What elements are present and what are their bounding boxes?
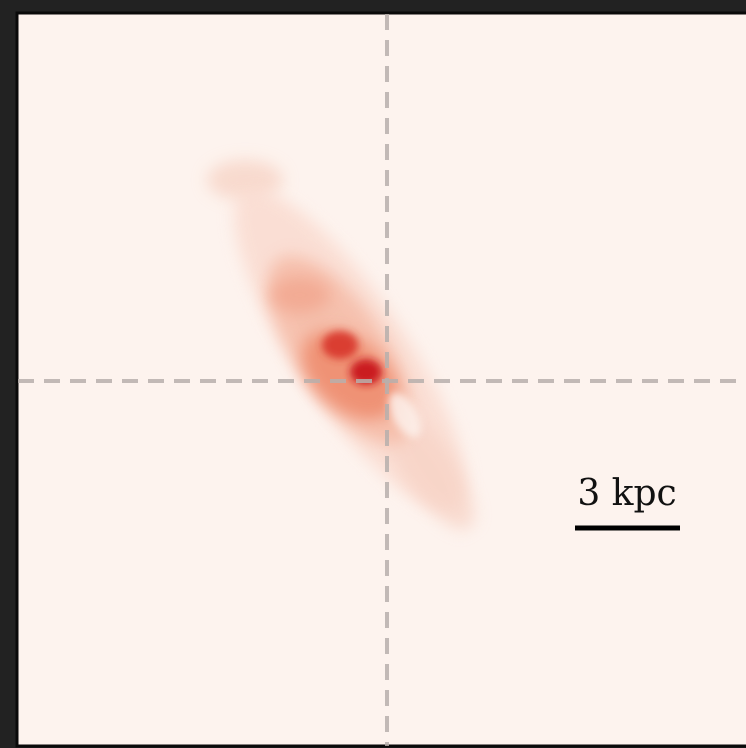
clump [270, 277, 330, 313]
scale-bar-label: 3 kpc [577, 473, 676, 514]
figure-panel: 3 kpc [0, 0, 746, 748]
core-1 [322, 331, 358, 359]
